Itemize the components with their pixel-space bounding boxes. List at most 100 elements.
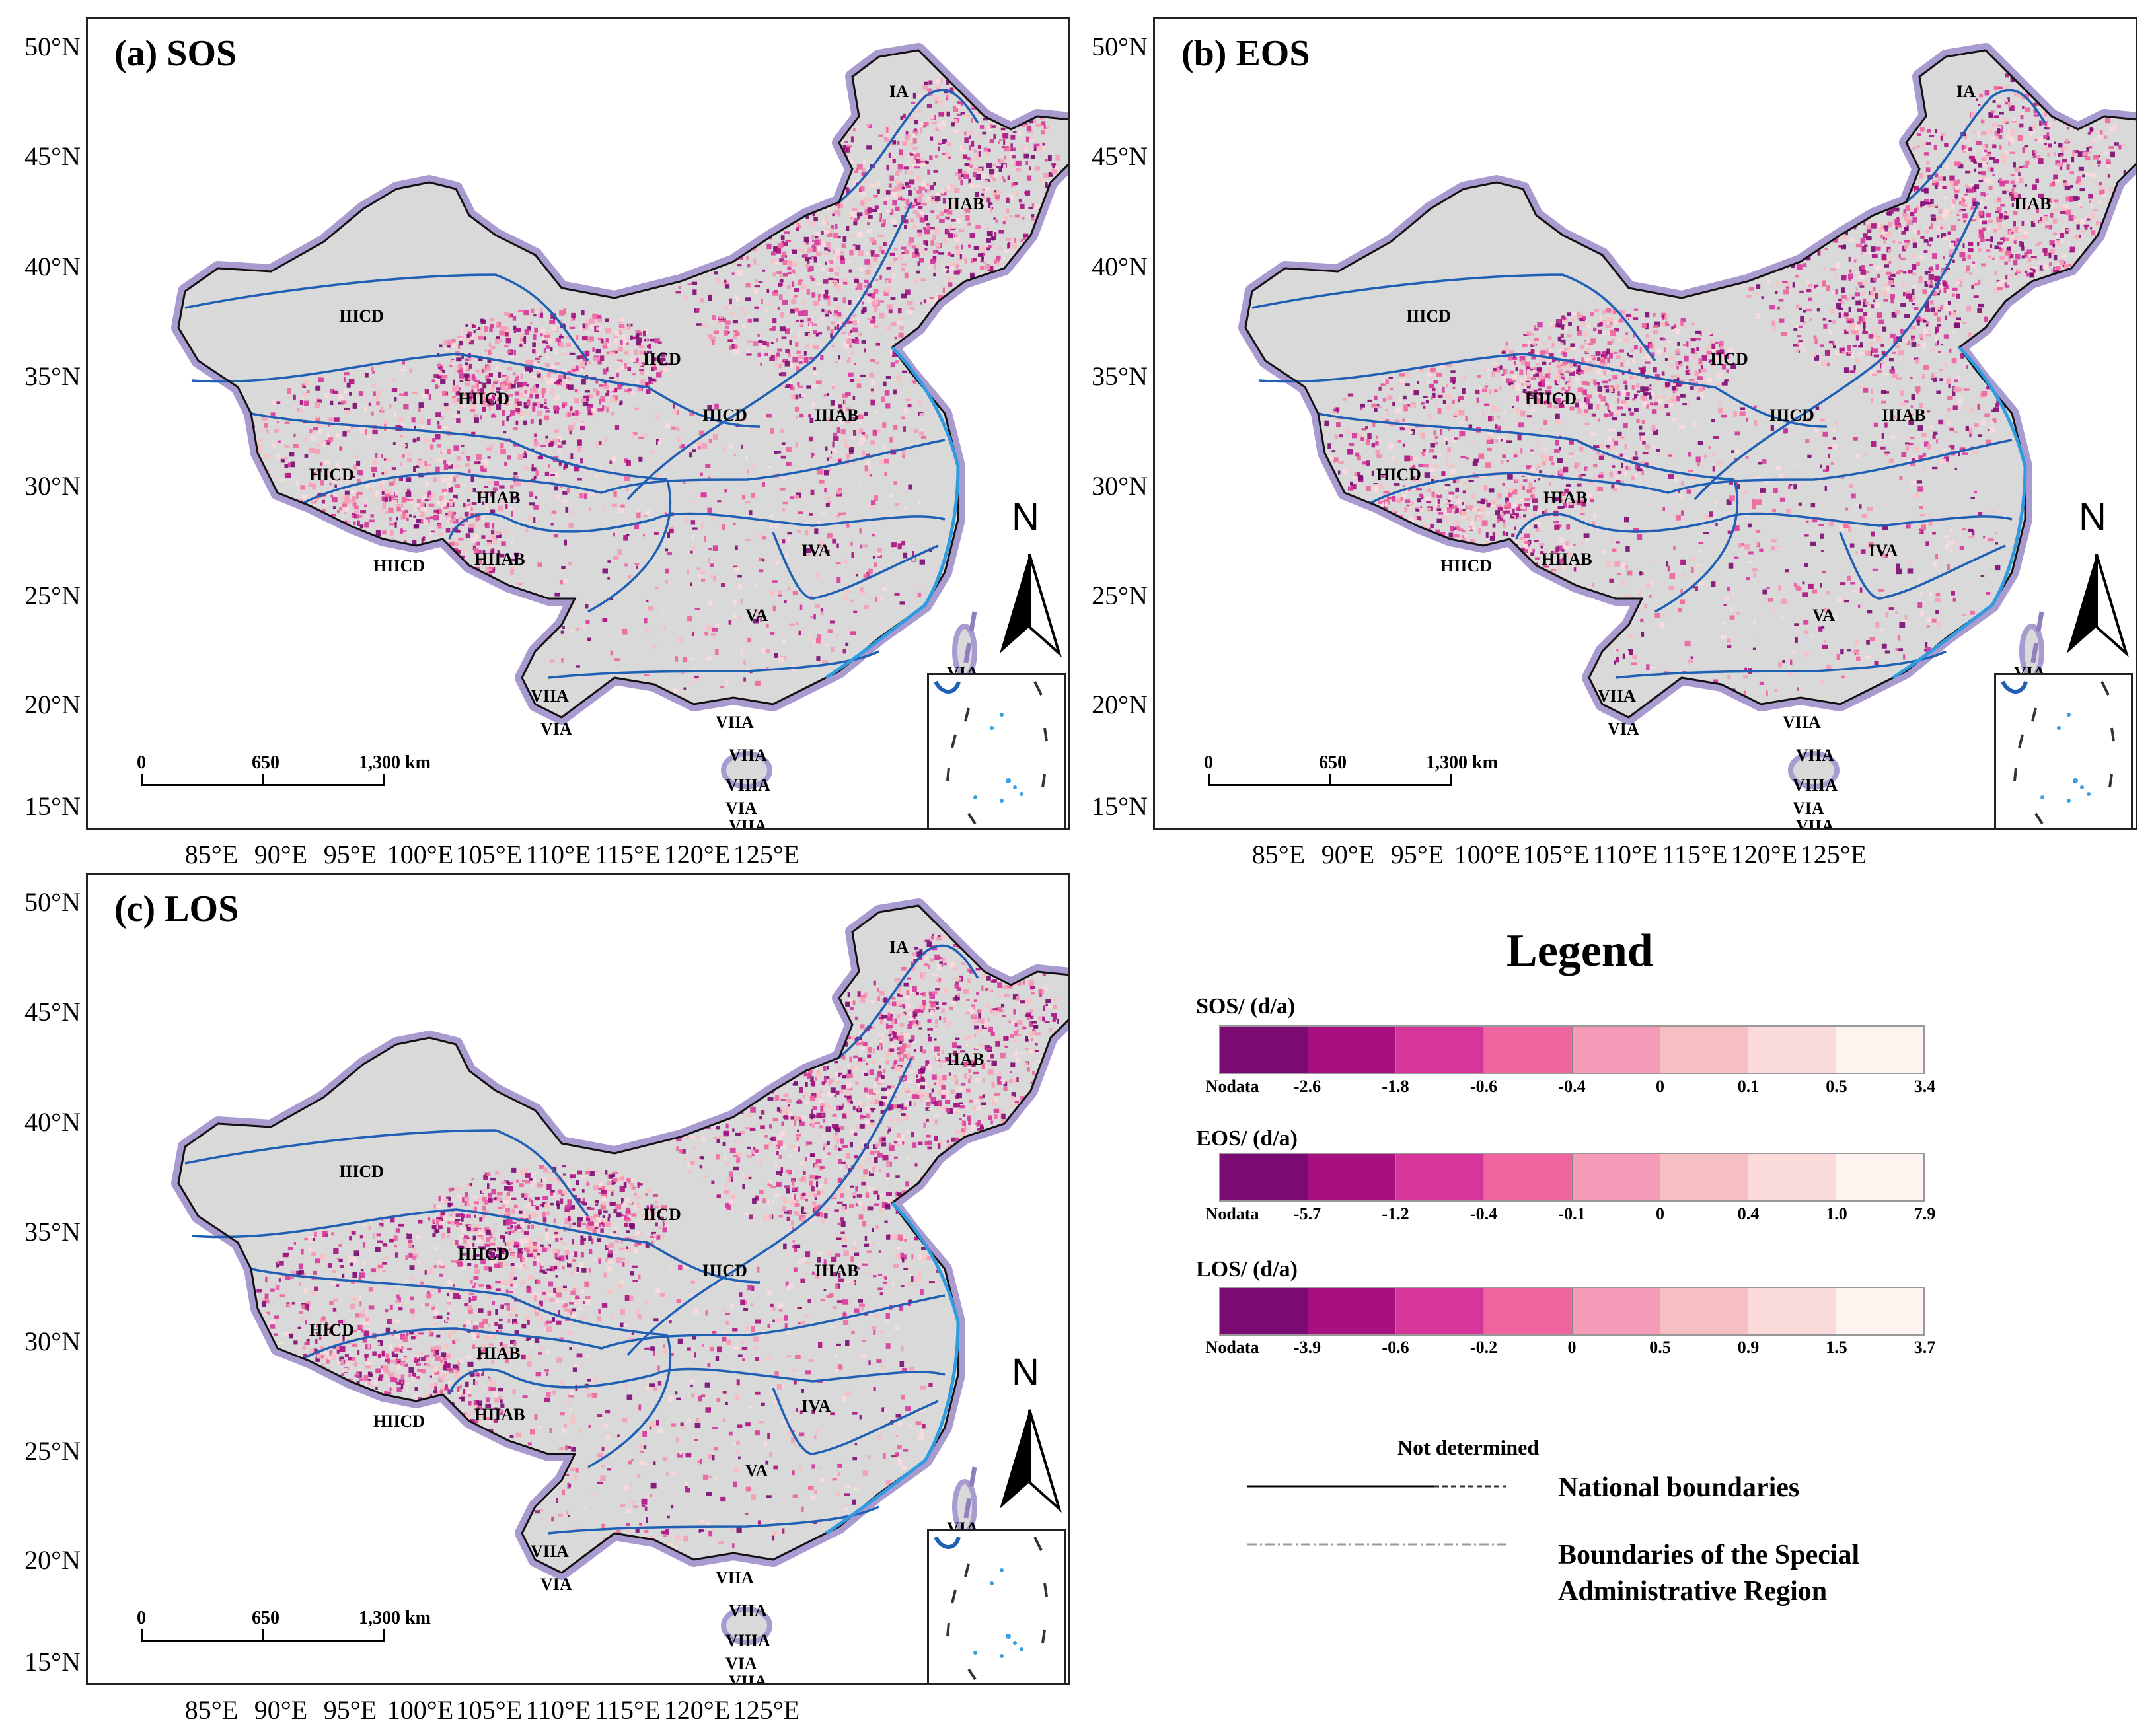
region-label: VIIA	[531, 1542, 569, 1561]
latitude-label: 15°N	[24, 791, 81, 821]
region-label: VIIA	[716, 1568, 754, 1587]
region-label: HIICD	[458, 1245, 510, 1264]
region-label: IIIAB	[1882, 406, 1926, 425]
longitude-label: 100°E	[387, 840, 454, 869]
region-label: VIA	[725, 1654, 757, 1673]
scale-bar: 0 650 1,300 km	[1204, 752, 1498, 792]
legend-eos-ticks: Nodata -5.7 -1.2 -0.4 -0.1 0 0.4 1.0 7.9	[1196, 1204, 1949, 1231]
legend-color-swatch	[1572, 1154, 1660, 1200]
longitude-label: 90°E	[254, 840, 308, 869]
region-label: IIICD	[1406, 307, 1451, 326]
legend-tick-label: 0.5	[1826, 1077, 1847, 1096]
longitude-label: 95°E	[323, 1695, 377, 1725]
china-map	[171, 43, 1068, 824]
region-label: IIAB	[2014, 194, 2052, 213]
region-label: HIICD	[1440, 556, 1493, 575]
china-map	[171, 898, 1068, 1679]
scale-bar: 0 650 1,300 km	[137, 1608, 431, 1647]
legend-color-swatch	[1308, 1288, 1397, 1334]
latitude-label: 45°N	[24, 141, 81, 171]
scale-label: 1,300 km	[359, 1608, 431, 1628]
latitude-label: 50°N	[24, 887, 81, 917]
legend-color-swatch	[1484, 1027, 1573, 1073]
legend-tick-label: -0.1	[1558, 1204, 1586, 1223]
region-label: HIIAB	[1542, 550, 1592, 569]
longitude-label: 120°E	[663, 840, 731, 869]
legend-color-swatch	[1748, 1288, 1836, 1334]
latitude-label: 20°N	[1092, 690, 1148, 719]
latitude-label: 15°N	[24, 1647, 81, 1677]
legend-color-swatch	[1836, 1154, 1923, 1200]
region-label: HIAB	[1543, 488, 1588, 507]
scale-label: 1,300 km	[359, 752, 431, 773]
south-china-sea-inset	[1994, 673, 2133, 828]
legend-tick-label: 0.5	[1649, 1338, 1671, 1357]
panel-title: (c) LOS	[114, 888, 239, 929]
latitude-label: 25°N	[24, 1436, 81, 1466]
legend-tick-label: 0.9	[1737, 1338, 1760, 1357]
legend-color-swatch	[1660, 1154, 1748, 1200]
legend-eos-colorbar	[1219, 1153, 1925, 1202]
region-label: VIIA	[531, 686, 569, 705]
legend-color-swatch	[1308, 1027, 1397, 1073]
region-label: VIIA	[729, 1601, 767, 1620]
latitude-label: 35°N	[1092, 361, 1148, 391]
south-china-sea-inset	[927, 1529, 1066, 1683]
region-label: VIIA	[729, 746, 767, 765]
legend-color-swatch	[1220, 1154, 1309, 1200]
legend-color-swatch	[1572, 1288, 1660, 1334]
legend-los-ticks: Nodata -3.9 -0.6 -0.2 0 0.5 0.9 1.5 3.7	[1196, 1338, 1949, 1364]
legend-tick-label: 0	[1656, 1077, 1664, 1096]
region-label: IVA	[801, 1396, 831, 1416]
legend-color-swatch	[1660, 1027, 1748, 1073]
region-label: IIICD	[339, 1162, 384, 1181]
region-label: HIAB	[476, 488, 521, 507]
longitude-label: 115°E	[595, 840, 661, 869]
legend-color-swatch	[1836, 1027, 1923, 1073]
longitude-label: 110°E	[525, 1695, 591, 1725]
scale-label: 0	[137, 752, 146, 773]
latitude-label: 40°N	[24, 252, 81, 281]
scale-label: 0	[1204, 752, 1213, 773]
legend-tick-label: 3.7	[1914, 1338, 1936, 1357]
map-panel-sos: (a) SOS IA IIAB IIICD IICD HIICD IIICD IIIAB HIC…	[0, 0, 1077, 872]
region-label: IICD	[1710, 349, 1748, 369]
national-boundaries-label: National boundaries	[1558, 1472, 1800, 1503]
legend-sos-name: SOS/ (d/a)	[1196, 994, 1296, 1019]
legend-tick-label: 1.5	[1826, 1338, 1847, 1357]
region-label: HIICD	[458, 389, 510, 408]
region-label: VIIIA	[725, 776, 770, 795]
legend-tick-label: Nodata	[1205, 1077, 1259, 1096]
legend-color-swatch	[1308, 1154, 1397, 1200]
legend-tick-label: -1.8	[1382, 1077, 1409, 1096]
region-label: VIIA	[729, 1672, 767, 1685]
legend-tick-label: -3.9	[1293, 1338, 1321, 1357]
region-label: IIICD	[702, 1261, 747, 1280]
region-label: HIIAB	[474, 550, 525, 569]
region-label: HIICD	[1525, 389, 1577, 408]
region-label: IIICD	[702, 406, 747, 425]
latitude-label: 50°N	[1092, 32, 1148, 61]
region-label: IICD	[643, 349, 681, 369]
legend-los-colorbar	[1219, 1287, 1925, 1336]
longitude-label: 85°E	[1251, 840, 1306, 869]
region-label: VA	[745, 606, 768, 625]
sar-boundaries-label-1: Boundaries of the Special	[1558, 1540, 1860, 1570]
longitude-label: 115°E	[1662, 840, 1728, 869]
longitude-label: 115°E	[595, 1695, 661, 1725]
region-label: HICD	[309, 1320, 354, 1340]
south-china-sea-inset	[927, 673, 1066, 828]
scale-label: 650	[252, 1608, 279, 1628]
region-label: VIIA	[716, 713, 754, 732]
scale-label: 650	[1319, 752, 1347, 773]
latitude-label: 20°N	[24, 1545, 81, 1575]
longitude-label: 95°E	[323, 840, 377, 869]
legend-color-swatch	[1220, 1288, 1309, 1334]
longitude-label: 100°E	[387, 1695, 454, 1725]
legend-color-swatch	[1484, 1288, 1573, 1334]
legend-tick-label: Nodata	[1205, 1204, 1259, 1223]
legend-tick-label: -0.4	[1469, 1204, 1498, 1223]
latitude-label: 40°N	[1092, 252, 1148, 281]
region-label: HICD	[1376, 465, 1421, 484]
region-label: VIIA	[1796, 746, 1834, 765]
